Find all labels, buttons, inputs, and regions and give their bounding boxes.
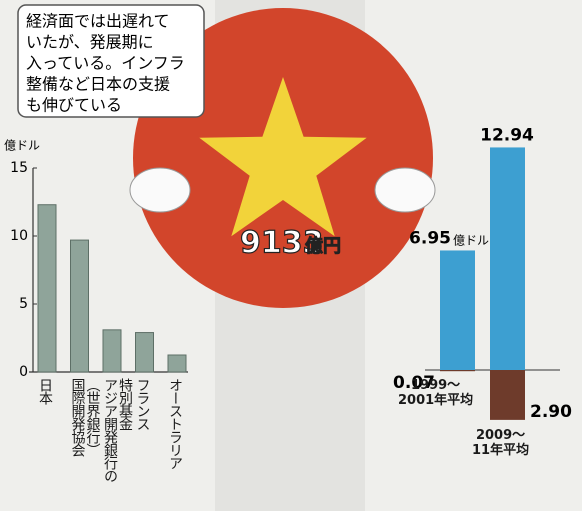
x-tick-label: フランス xyxy=(134,378,151,430)
x-tick-label: 日本 xyxy=(37,378,53,404)
bar xyxy=(135,332,154,373)
value-label: 0.07 xyxy=(393,373,435,393)
bar-segment xyxy=(490,370,525,420)
big-unit: 億円 xyxy=(305,235,341,257)
y-tick-label: 15 xyxy=(10,160,28,176)
callout-line: 入っている。インフラ xyxy=(26,54,185,73)
glove-left xyxy=(129,167,191,213)
bar-segment xyxy=(490,147,525,370)
x-tick-label: 1999～ 2001年平均 xyxy=(398,378,474,408)
bar xyxy=(102,329,122,373)
callout-line: 経済面では出遅れて xyxy=(26,12,170,31)
y-tick-label: 0 xyxy=(19,364,28,380)
glove-right xyxy=(374,167,436,213)
bar-segment xyxy=(440,250,475,370)
value-label: 12.94 xyxy=(480,125,534,145)
value-label: 6.95 xyxy=(409,228,451,248)
x-tick-label: オーストラリア xyxy=(167,378,183,469)
callout-box xyxy=(17,4,205,118)
x-tick-label: 2009～ 11年平均 xyxy=(472,428,530,458)
callout-line: 整備など日本の支援 xyxy=(26,75,170,94)
y-tick-label: 10 xyxy=(10,228,28,244)
value-label: 2.90 xyxy=(530,402,572,422)
star xyxy=(199,77,367,237)
callout-line: いたが、発展期に xyxy=(26,33,154,52)
callout-line: も伸びている xyxy=(26,96,122,115)
unit-label: 億ドル xyxy=(4,139,40,153)
bar xyxy=(70,239,89,373)
x-tick-label: アジア開発銀行の 特別基金 xyxy=(102,378,133,482)
unit-label: 億ドル xyxy=(453,234,489,248)
bar-segment xyxy=(440,370,475,372)
big-number: 9133 xyxy=(240,226,324,261)
bar xyxy=(37,204,57,373)
y-tick-label: 5 xyxy=(19,296,28,312)
x-tick-label: 国際開発協会 （世界銀行） xyxy=(69,378,101,456)
bar xyxy=(167,354,187,373)
